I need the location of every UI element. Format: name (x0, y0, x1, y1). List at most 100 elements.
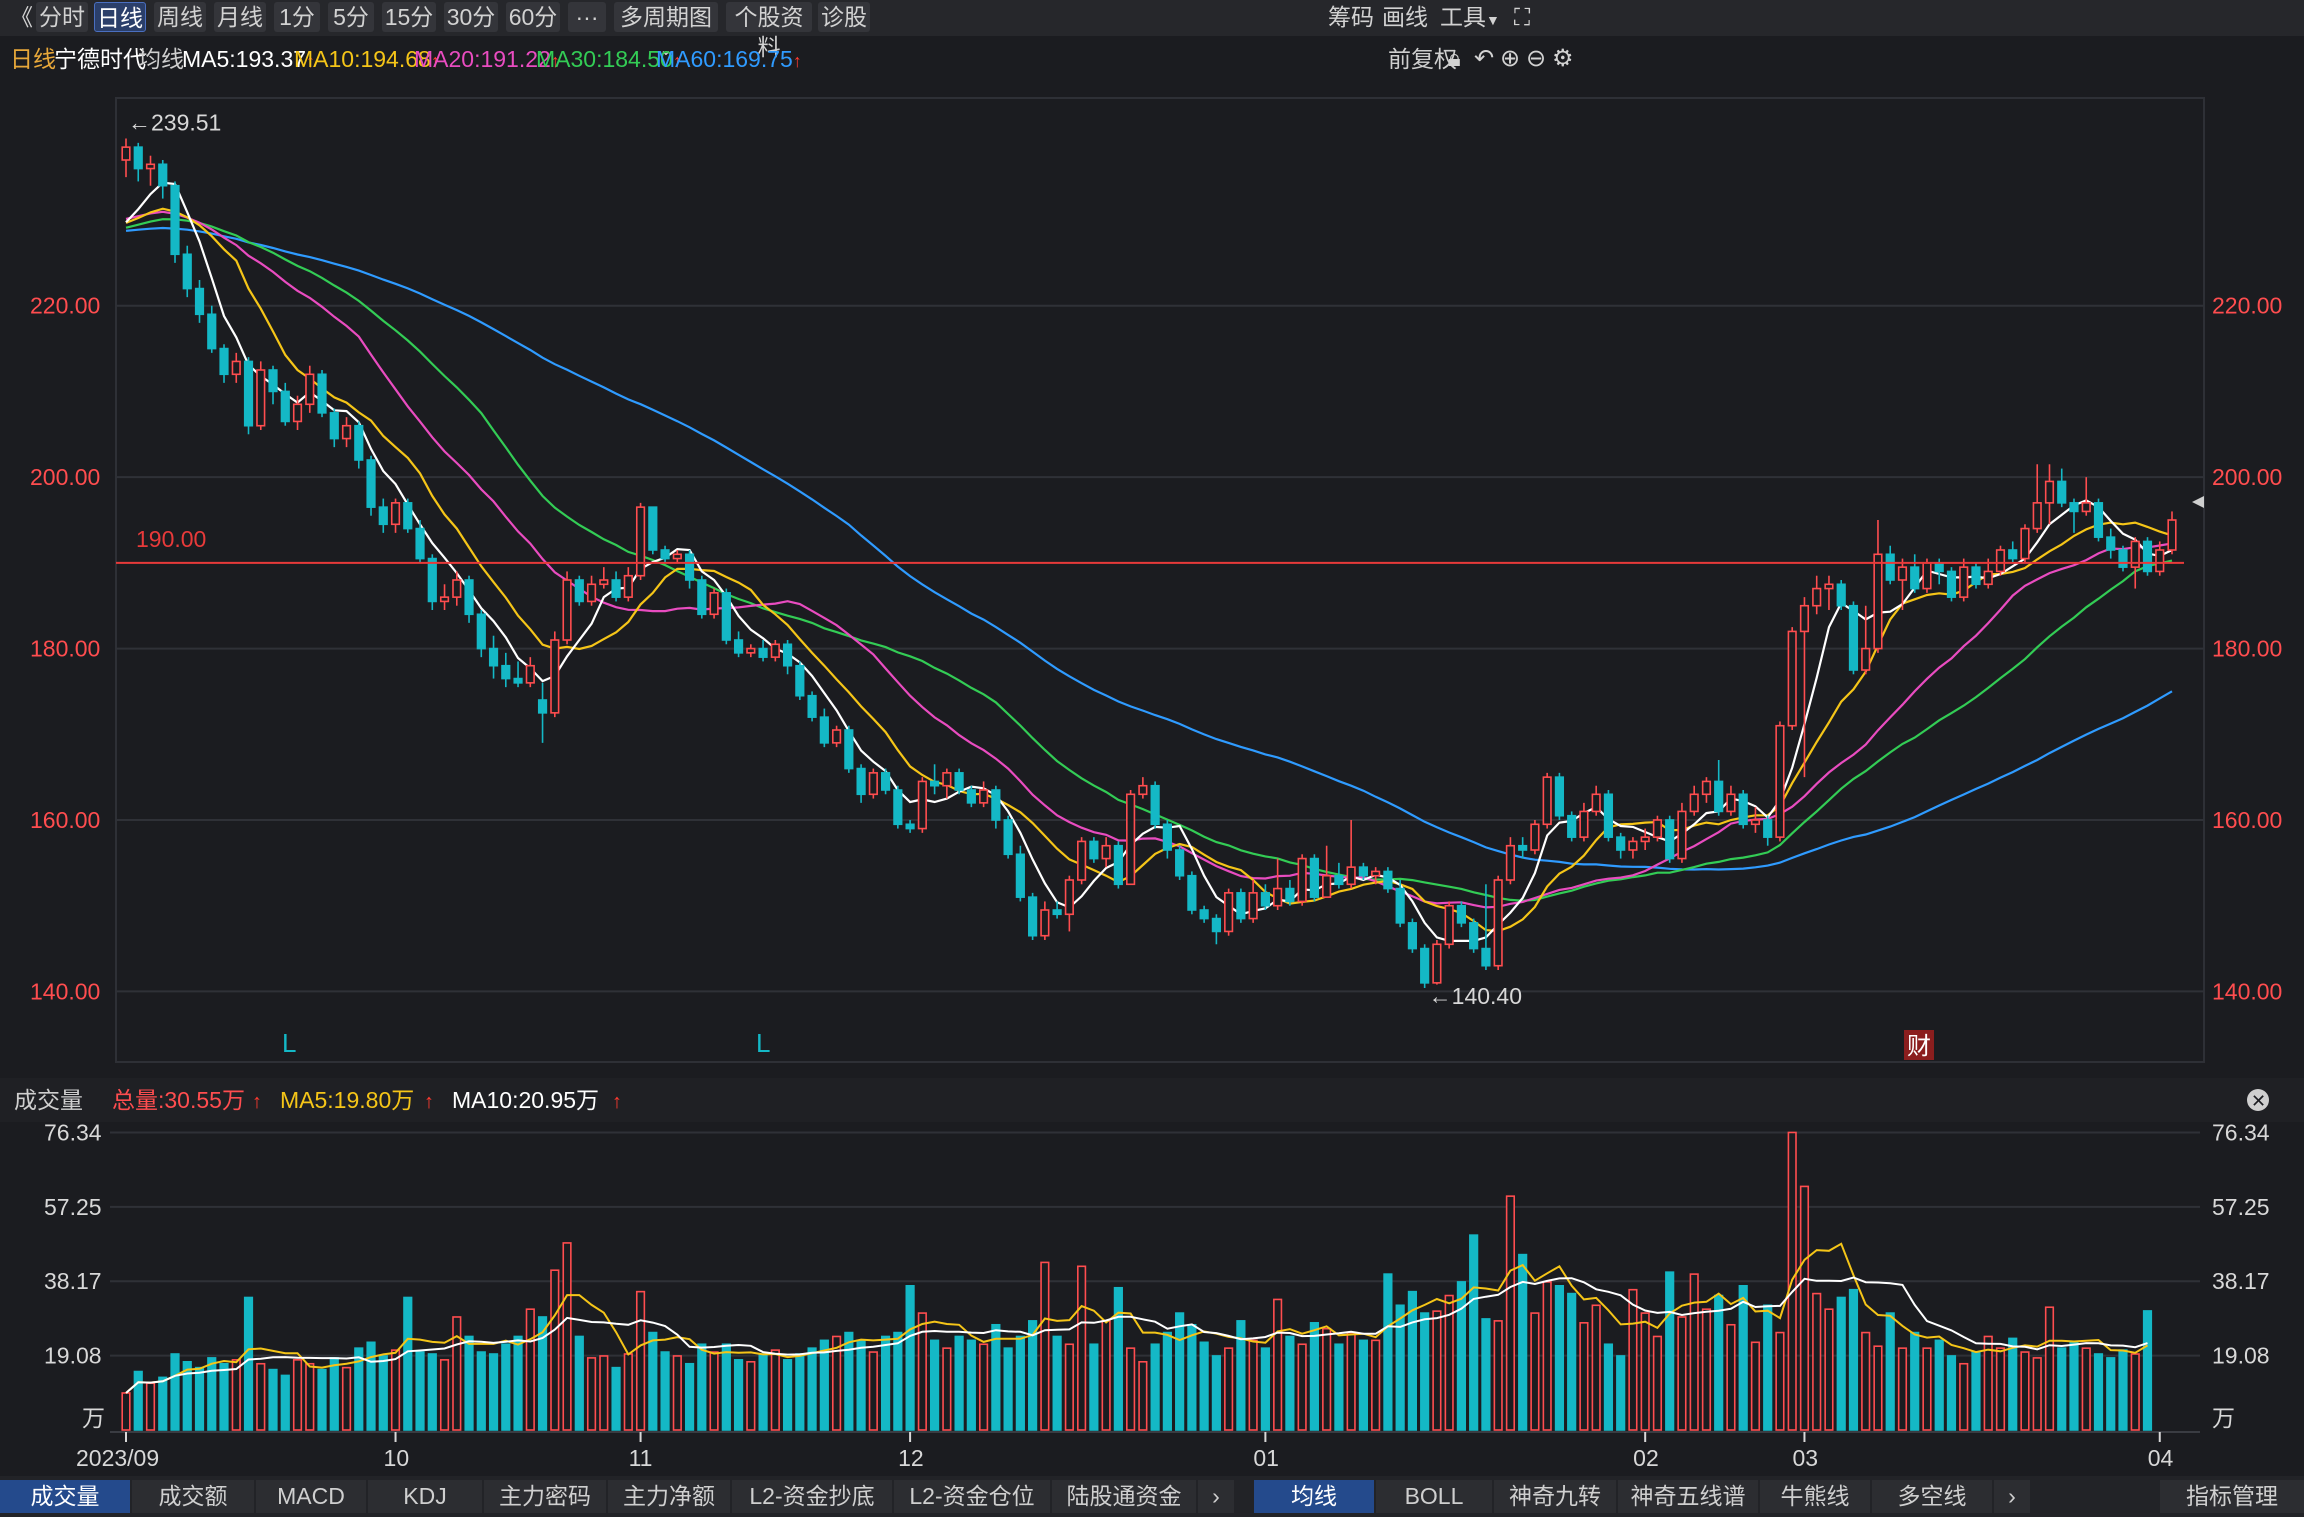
candle-body[interactable] (795, 664, 805, 697)
volume-bar[interactable] (1542, 1281, 1552, 1431)
volume-bar[interactable] (194, 1366, 205, 1431)
volume-bar[interactable] (844, 1331, 854, 1431)
volume-bar[interactable] (488, 1353, 499, 1431)
volume-bar[interactable] (378, 1355, 388, 1431)
candle-body[interactable] (868, 772, 878, 796)
volume-bar[interactable] (893, 1331, 903, 1431)
volume-bar[interactable] (758, 1353, 768, 1431)
volume-bar[interactable] (2032, 1357, 2042, 1431)
volume-bar[interactable] (1873, 1345, 1883, 1431)
candle-body[interactable] (1726, 793, 1736, 813)
volume-bar[interactable] (1799, 1185, 1810, 1431)
candle-body[interactable] (1848, 604, 1859, 671)
volume-bar[interactable] (1897, 1347, 1908, 1431)
stock-name[interactable]: 宁德时代 (54, 46, 146, 72)
volume-bar[interactable] (1395, 1304, 1405, 1431)
volume-bar[interactable] (1726, 1323, 1736, 1431)
period-tab-15min[interactable]: 15分 (382, 2, 436, 32)
candle-body[interactable] (476, 613, 486, 650)
candle-body[interactable] (880, 772, 891, 791)
candle-body[interactable] (366, 459, 376, 508)
candle-body[interactable] (2008, 549, 2018, 560)
candle-body[interactable] (1334, 874, 1344, 886)
candle-body[interactable] (648, 506, 658, 551)
candle-body[interactable] (1126, 793, 1136, 886)
candle-body[interactable] (1273, 887, 1283, 907)
candle-body[interactable] (1689, 793, 1699, 813)
candle-body[interactable] (1738, 793, 1748, 826)
volume-bar[interactable] (1383, 1273, 1393, 1431)
candle-body[interactable] (1530, 823, 1540, 851)
volume-bar[interactable] (2069, 1341, 2079, 1431)
candle-body[interactable] (1628, 840, 1638, 851)
candle-body[interactable] (1787, 630, 1797, 727)
volume-bar[interactable] (415, 1351, 425, 1431)
candle-body[interactable] (268, 369, 278, 393)
period-tab-1min[interactable]: 1分 (274, 2, 320, 32)
candle-body[interactable] (1873, 553, 1883, 650)
volume-bar[interactable] (819, 1339, 829, 1431)
volume-bar[interactable] (856, 1339, 866, 1431)
candle-body[interactable] (1224, 892, 1234, 933)
volume-bar[interactable] (1113, 1286, 1123, 1431)
draw-line-button[interactable]: 画线 (1382, 4, 1428, 30)
tab-bull-bear-line[interactable]: 牛熊线 (1760, 1480, 1870, 1513)
volume-bar[interactable] (1946, 1355, 1957, 1431)
candle-body[interactable] (133, 146, 143, 170)
volume-bar[interactable] (1481, 1318, 1491, 1431)
volume-bar[interactable] (439, 1359, 450, 1431)
candle-body[interactable] (1077, 840, 1087, 881)
volume-bar[interactable] (1567, 1292, 1577, 1431)
volume-bar[interactable] (403, 1296, 413, 1431)
candle-body[interactable] (1089, 840, 1099, 860)
volume-bar[interactable] (182, 1360, 192, 1431)
volume-bar[interactable] (1456, 1281, 1467, 1431)
candle-body[interactable] (1603, 793, 1614, 838)
candle-body[interactable] (2093, 502, 2104, 538)
candle-body[interactable] (219, 347, 229, 376)
volume-bar[interactable] (170, 1353, 180, 1431)
volume-bar[interactable] (746, 1360, 756, 1431)
candle-body[interactable] (207, 313, 217, 350)
candle-body[interactable] (243, 360, 254, 427)
volume-bar[interactable] (880, 1335, 891, 1431)
candle-body[interactable] (2142, 540, 2153, 573)
volume-bar[interactable] (1959, 1362, 1969, 1431)
candle-body[interactable] (2069, 502, 2079, 513)
candle-body[interactable] (1775, 724, 1785, 838)
candle-body[interactable] (1322, 874, 1332, 898)
volume-bar[interactable] (550, 1269, 560, 1431)
volume-bar[interactable] (1432, 1310, 1442, 1431)
candle-body[interactable] (182, 253, 192, 290)
volume-bar[interactable] (1211, 1355, 1221, 1431)
candle-body[interactable] (1003, 819, 1013, 856)
candle-body[interactable] (905, 823, 915, 830)
volume-bar[interactable] (1334, 1343, 1344, 1431)
volume-bar[interactable] (121, 1392, 131, 1431)
volume-bar[interactable] (966, 1339, 976, 1431)
volume-bar[interactable] (623, 1353, 633, 1431)
candle-body[interactable] (1309, 857, 1319, 898)
volume-bar[interactable] (1469, 1234, 1479, 1431)
volume-bar[interactable] (1407, 1290, 1418, 1431)
candle-body[interactable] (194, 287, 205, 316)
volume-bar[interactable] (2044, 1306, 2055, 1431)
volume-bar[interactable] (256, 1362, 266, 1431)
candle-body[interactable] (697, 579, 707, 616)
volume-bar[interactable] (2142, 1310, 2153, 1431)
volume-bar[interactable] (1971, 1351, 1981, 1431)
candle-body[interactable] (1187, 874, 1197, 911)
volume-bar[interactable] (684, 1362, 695, 1431)
candle-body[interactable] (1554, 776, 1565, 817)
volume-bar[interactable] (930, 1339, 940, 1431)
candle-body[interactable] (1542, 776, 1552, 826)
gear-icon[interactable]: ⚙ (1552, 45, 1574, 72)
volume-bar[interactable] (1518, 1253, 1528, 1431)
volume-bar[interactable] (905, 1284, 915, 1431)
candle-body[interactable] (733, 639, 744, 654)
volume-bar[interactable] (648, 1331, 658, 1431)
volume-bar[interactable] (660, 1351, 670, 1431)
volume-bar[interactable] (1003, 1347, 1013, 1431)
tab-l2-bottom[interactable]: L2-资金抄底 (732, 1480, 892, 1513)
volume-bar[interactable] (1616, 1355, 1626, 1431)
